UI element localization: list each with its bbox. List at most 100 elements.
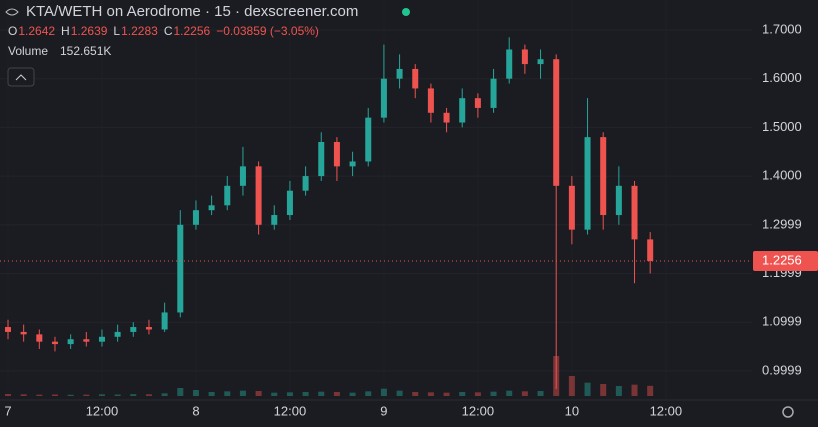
y-tick-label: 1.2999 bbox=[762, 216, 802, 231]
candle-body bbox=[647, 239, 654, 262]
volume-bar bbox=[318, 391, 325, 396]
candle-body bbox=[365, 117, 372, 162]
volume-bar bbox=[67, 394, 74, 396]
candle-body bbox=[145, 327, 152, 330]
candle-body bbox=[255, 166, 262, 225]
volume-bar bbox=[459, 392, 466, 396]
y-tick-label: 1.6000 bbox=[762, 70, 802, 85]
volume-bar bbox=[365, 391, 372, 396]
candle-body bbox=[443, 112, 450, 123]
x-tick-label: 9 bbox=[380, 403, 387, 418]
x-tick-label: 10 bbox=[565, 403, 579, 418]
candle-body bbox=[271, 215, 278, 225]
volume-bar bbox=[490, 391, 497, 396]
candle-body bbox=[537, 59, 544, 65]
candle-body bbox=[474, 98, 481, 108]
candle-body bbox=[161, 312, 168, 330]
volume-bar bbox=[239, 390, 246, 396]
x-tick-label: 12:00 bbox=[650, 403, 683, 418]
volume-bar bbox=[600, 384, 607, 396]
candle-body bbox=[36, 334, 43, 342]
volume-bar bbox=[506, 390, 513, 396]
x-tick-label: 8 bbox=[192, 403, 199, 418]
candle-body bbox=[380, 78, 387, 118]
candle-body bbox=[83, 339, 90, 342]
candle-body bbox=[396, 68, 403, 79]
volume-bar bbox=[537, 391, 544, 396]
volume-bar bbox=[192, 390, 199, 396]
volume-bar bbox=[349, 392, 356, 396]
candle-body bbox=[459, 98, 466, 123]
collapse-button[interactable] bbox=[7, 67, 35, 87]
live-dot bbox=[402, 8, 410, 16]
change-value: −0.03859 (−3.05%) bbox=[216, 24, 319, 38]
ohlc-key: L bbox=[113, 24, 120, 38]
candle-body bbox=[51, 341, 58, 345]
volume-bar bbox=[568, 376, 575, 396]
volume-bar bbox=[145, 394, 152, 396]
volume-bar bbox=[161, 393, 168, 396]
y-tick-label: 1.0999 bbox=[762, 314, 802, 329]
ohlc-header: O 1.2642 H 1.2639 L 1.2283 C 1.2256 −0.03859 (−3… bbox=[8, 24, 319, 38]
y-tick-label: 1.5000 bbox=[762, 119, 802, 134]
candle-body bbox=[224, 185, 231, 206]
candle-body bbox=[615, 185, 622, 216]
y-tick-label: 1.4000 bbox=[762, 168, 802, 183]
candle-body bbox=[318, 142, 325, 177]
volume-bar bbox=[4, 394, 11, 396]
ohlc-key: H bbox=[61, 24, 70, 38]
candle-body bbox=[631, 185, 638, 240]
candle-body bbox=[239, 166, 246, 186]
x-tick-label: 12:00 bbox=[86, 403, 119, 418]
volume-bar bbox=[412, 392, 419, 396]
volume-bar bbox=[130, 394, 137, 396]
ohlc-value: 1.2283 bbox=[121, 24, 158, 38]
plot bbox=[4, 37, 654, 396]
x-tick-label: 7 bbox=[4, 403, 11, 418]
volume-bar bbox=[333, 392, 340, 396]
candle-body bbox=[20, 331, 27, 335]
volume-bar bbox=[98, 394, 105, 396]
candle-body bbox=[98, 336, 105, 342]
candle-body bbox=[553, 59, 560, 186]
candle-body bbox=[427, 88, 434, 113]
volume-value: 152.651K bbox=[60, 44, 111, 58]
candle-body bbox=[412, 68, 419, 89]
eye-icon[interactable] bbox=[5, 8, 19, 16]
ohlc-key: O bbox=[8, 24, 17, 38]
candle-body bbox=[208, 205, 215, 211]
ohlc-key: C bbox=[164, 24, 173, 38]
candle-body bbox=[177, 224, 184, 313]
volume-bar bbox=[647, 385, 654, 396]
chart-title: KTA/WETH on Aerodrome · 15 · dexscreener… bbox=[26, 3, 358, 20]
y-tick-label: 1.7000 bbox=[762, 21, 802, 36]
volume-bar bbox=[224, 391, 231, 396]
ohlc-value: 1.2639 bbox=[71, 24, 108, 38]
candle-body bbox=[506, 49, 513, 79]
volume-bar bbox=[443, 392, 450, 396]
x-tick-label: 12:00 bbox=[462, 403, 495, 418]
candle-body bbox=[349, 161, 356, 167]
candle-body bbox=[114, 331, 121, 337]
volume-title: Volume bbox=[8, 44, 48, 58]
volume-bar bbox=[286, 392, 293, 396]
candle-body bbox=[4, 327, 11, 332]
volume-bar bbox=[302, 392, 309, 396]
volume-bar bbox=[271, 392, 278, 396]
ohlc-value: 1.2642 bbox=[18, 24, 55, 38]
volume-bar bbox=[427, 392, 434, 396]
candle-body bbox=[192, 210, 199, 225]
volume-bar bbox=[615, 386, 622, 396]
volume-bar bbox=[114, 394, 121, 396]
volume-bar bbox=[36, 394, 43, 396]
candle-body bbox=[521, 49, 528, 65]
volume-bar bbox=[51, 394, 58, 396]
ohlc-value: 1.2256 bbox=[173, 24, 210, 38]
volume-bar bbox=[521, 391, 528, 396]
volume-bar bbox=[396, 390, 403, 396]
last-price-box bbox=[753, 251, 818, 272]
settings-icon[interactable] bbox=[782, 406, 794, 418]
